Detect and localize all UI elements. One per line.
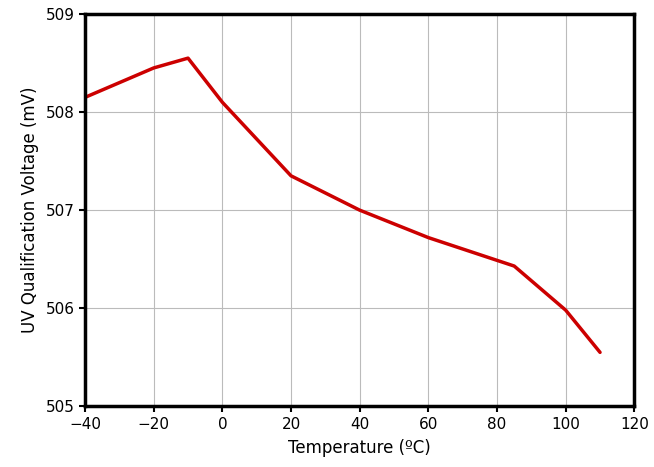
Y-axis label: UV Qualification Voltage (mV): UV Qualification Voltage (mV)	[21, 87, 39, 333]
X-axis label: Temperature (ºC): Temperature (ºC)	[288, 439, 431, 457]
